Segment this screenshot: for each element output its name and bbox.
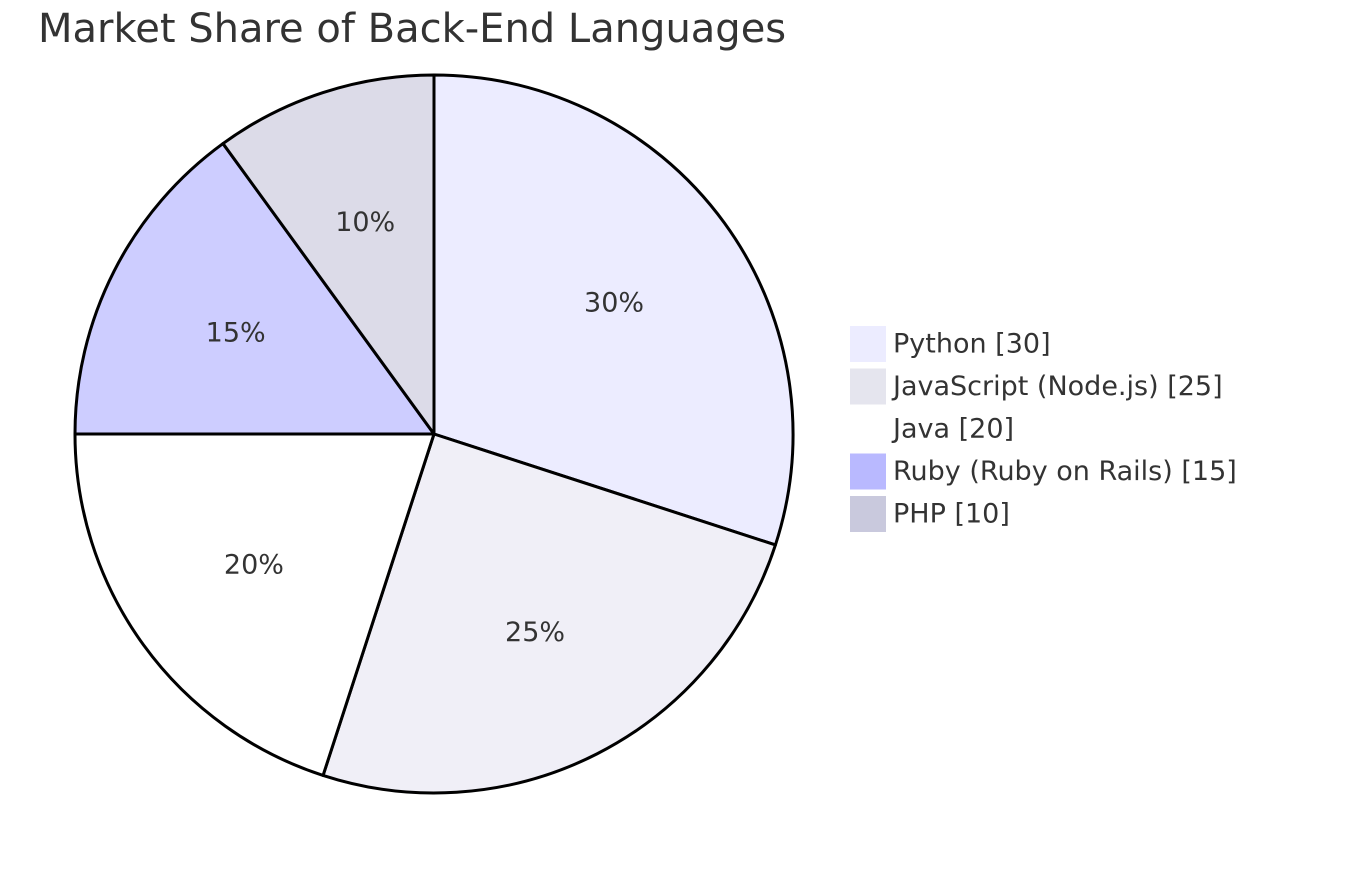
legend-swatch <box>850 326 886 362</box>
slice-percent-label: 30% <box>584 288 644 319</box>
legend: Python [30] JavaScript (Node.js) [25] Java… <box>850 326 1237 532</box>
pie-slice-5 <box>221 73 436 436</box>
legend-label: JavaScript (Node.js) [25] <box>891 371 1223 402</box>
slice-percent-label: 15% <box>206 317 266 348</box>
legend-label: Python [30] <box>893 329 1051 360</box>
pie-slice-2 <box>321 432 777 795</box>
legend-label: Java [20] <box>891 414 1014 445</box>
slice-percent-label: 25% <box>505 617 565 648</box>
legend-swatch <box>850 453 886 490</box>
legend-swatch <box>850 411 886 447</box>
chart-title: Market Share of Back-End Languages <box>38 6 787 52</box>
legend-swatch <box>850 496 886 532</box>
pie-slice-labels: 30% 25% 20% 15% 10% <box>206 207 644 648</box>
pie-slice-1 <box>432 73 795 547</box>
pie-slice-4 <box>73 142 436 436</box>
pie-slices <box>73 73 795 795</box>
pie-slice-3 <box>73 432 436 777</box>
legend-swatch <box>850 368 886 405</box>
legend-label: Ruby (Ruby on Rails) [15] <box>893 456 1237 487</box>
slice-percent-label: 10% <box>335 207 395 238</box>
legend-label: PHP [10] <box>893 499 1010 530</box>
slice-percent-label: 20% <box>224 549 284 580</box>
